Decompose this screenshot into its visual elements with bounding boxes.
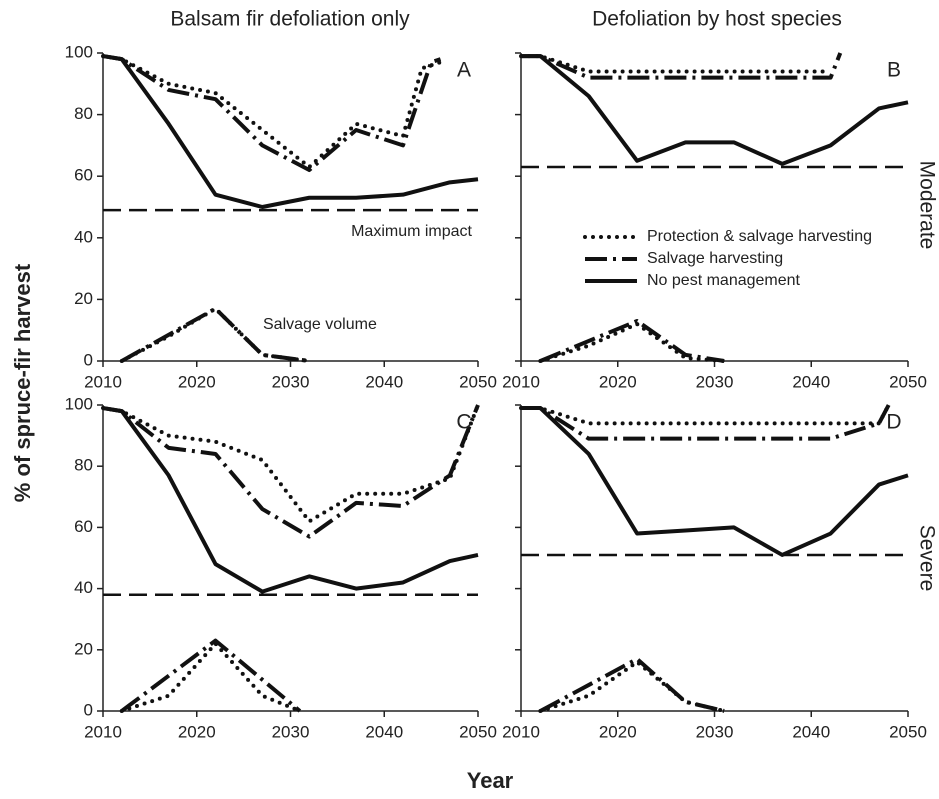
x-tick-label: 2050	[459, 722, 497, 741]
x-tick-label: 2040	[365, 372, 403, 391]
x-tick-label: 2050	[459, 372, 497, 391]
volume-line	[119, 641, 302, 713]
x-tick-label: 2040	[792, 722, 830, 741]
x-tick-label: 2030	[696, 722, 734, 741]
x-tick-label: 2040	[365, 722, 403, 741]
panel-label: A	[457, 59, 471, 82]
x-tick-label: 2010	[502, 722, 540, 741]
y-tick-label: 40	[74, 227, 93, 246]
y-tick-label: 20	[74, 639, 93, 658]
y-tick-label: 100	[65, 42, 93, 61]
y-tick-label: 60	[74, 166, 93, 185]
series-line	[101, 403, 480, 524]
panel-label: B	[887, 59, 901, 82]
y-tick-label: 0	[84, 350, 93, 369]
row-label: Severe	[915, 525, 938, 592]
y-tick-label: 80	[74, 456, 93, 475]
series-line	[521, 54, 909, 166]
volume-line	[538, 322, 727, 363]
x-tick-label: 2030	[272, 372, 310, 391]
y-tick-label: 60	[74, 517, 93, 536]
x-tick-label: 2010	[84, 722, 122, 741]
legend-label: No pest management	[647, 272, 801, 289]
y-tick-label: 80	[74, 104, 93, 123]
annotation: Salvage volume	[263, 316, 377, 333]
y-tick-label: 40	[74, 578, 93, 597]
x-tick-label: 2040	[792, 372, 830, 391]
series-line	[521, 404, 891, 441]
series-line	[102, 54, 442, 173]
x-tick-label: 2030	[272, 722, 310, 741]
y-tick-label: 0	[84, 700, 93, 719]
y-tick-label: 20	[74, 289, 93, 308]
volume-line	[539, 318, 725, 363]
volume-line	[539, 656, 725, 713]
series-line	[101, 54, 443, 169]
x-tick-label: 2020	[599, 372, 637, 391]
series-line	[102, 406, 479, 594]
x-tick-label: 2020	[599, 722, 637, 741]
x-tick-label: 2020	[178, 372, 216, 391]
x-tick-label: 2030	[696, 372, 734, 391]
y-axis-label: % of spruce-fir harvest	[10, 263, 35, 502]
x-tick-label: 2050	[889, 722, 927, 741]
y-tick-label: 100	[65, 394, 93, 413]
volume-line	[120, 306, 310, 363]
volume-line	[120, 638, 302, 713]
row-label: Moderate	[915, 161, 938, 250]
legend-label: Salvage harvesting	[647, 250, 783, 267]
panel-label: D	[886, 411, 901, 434]
series-line	[519, 403, 891, 426]
x-tick-label: 2050	[889, 372, 927, 391]
annotation: Maximum impact	[351, 223, 472, 240]
x-tick-label: 2020	[178, 722, 216, 741]
column-title: Defoliation by host species	[592, 8, 842, 31]
x-axis-label: Year	[467, 768, 514, 793]
series-line	[102, 404, 480, 539]
x-tick-label: 2010	[84, 372, 122, 391]
series-line	[102, 54, 479, 209]
x-tick-label: 2010	[502, 372, 540, 391]
column-title: Balsam fir defoliation only	[170, 8, 410, 31]
series-line	[521, 406, 909, 557]
legend-label: Protection & salvage harvesting	[647, 228, 872, 245]
panel-label: C	[456, 411, 471, 434]
